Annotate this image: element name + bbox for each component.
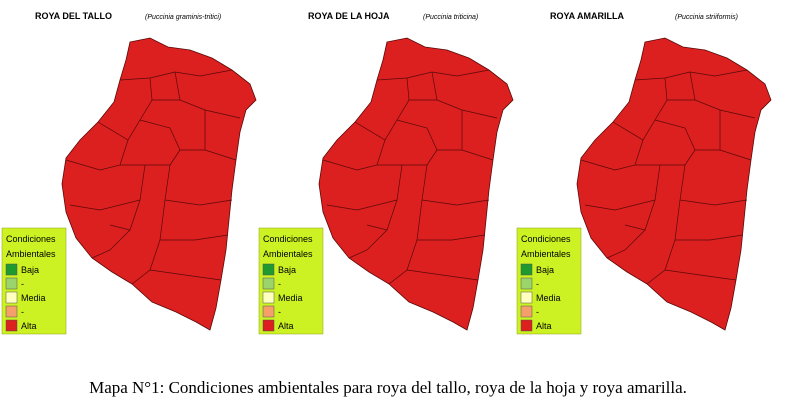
- department-border: [580, 139, 644, 171]
- legend: Condiciones Ambientales Baja - Media - Alta: [1, 227, 67, 335]
- department-border: [109, 224, 131, 231]
- legend-swatch: [520, 305, 533, 318]
- legend: Condiciones Ambientales Baja - Media - Alta: [516, 227, 582, 335]
- map-title: ROYA AMARILLA: [550, 11, 625, 21]
- department-border: [65, 139, 129, 171]
- legend-swatch: [262, 263, 275, 276]
- department-border: [624, 224, 646, 231]
- caption: Mapa N°1: Condiciones ambientales para r…: [89, 378, 687, 397]
- department-border: [160, 234, 229, 241]
- map-title: ROYA DEL TALLO: [35, 11, 112, 21]
- legend-label: -: [21, 307, 24, 317]
- department-border: [679, 199, 748, 206]
- department-border: [421, 199, 490, 206]
- department-border: [322, 139, 386, 171]
- legend-swatch: [5, 305, 18, 318]
- department-border: [164, 199, 233, 206]
- department-border: [69, 199, 141, 211]
- legend-swatch: [520, 263, 533, 276]
- legend-label: Media: [536, 293, 561, 303]
- map-panel: Condiciones Ambientales Baja - Media - Alta: [516, 37, 772, 335]
- department-border: [174, 71, 241, 119]
- legend-swatch: [5, 319, 18, 332]
- map-panel: Condiciones Ambientales Baja - Media - Alta: [1, 37, 257, 335]
- map-subtitle: (Puccinia graminis-tritici): [145, 14, 221, 21]
- legend-title: Condiciones: [521, 234, 571, 244]
- legend-label: Baja: [21, 265, 39, 275]
- department-border: [664, 269, 737, 281]
- legend-swatch: [262, 305, 275, 318]
- legend-swatch: [262, 277, 275, 290]
- legend: Condiciones Ambientales Baja - Media - Alta: [258, 227, 324, 335]
- department-border: [406, 269, 479, 281]
- legend-label: -: [21, 279, 24, 289]
- province: [61, 37, 257, 331]
- map-panel: Condiciones Ambientales Baja - Media - Alta: [258, 37, 514, 335]
- legend-label: Alta: [21, 321, 37, 331]
- legend-swatch: [5, 291, 18, 304]
- department-border: [417, 234, 486, 241]
- legend-swatch: [520, 291, 533, 304]
- legend-label: Alta: [536, 321, 552, 331]
- department-border: [377, 149, 438, 166]
- province: [318, 37, 514, 331]
- legend-title: Ambientales: [6, 249, 56, 259]
- legend-title: Condiciones: [6, 234, 56, 244]
- legend-label: Baja: [536, 265, 554, 275]
- map-title: ROYA DE LA HOJA: [308, 11, 390, 21]
- department-border: [431, 71, 498, 119]
- map-subtitle: (Puccinia striiformis): [675, 14, 738, 21]
- legend-swatch: [262, 291, 275, 304]
- legend-swatch: [5, 263, 18, 276]
- legend-label: Media: [21, 293, 46, 303]
- province: [576, 37, 772, 331]
- department-border: [366, 224, 388, 231]
- department-border: [689, 71, 756, 119]
- legend-label: -: [536, 279, 539, 289]
- department-border: [326, 199, 398, 211]
- legend-label: -: [536, 307, 539, 317]
- department-border: [675, 234, 744, 241]
- department-border: [635, 149, 696, 166]
- department-border: [584, 199, 656, 211]
- legend-title: Ambientales: [263, 249, 313, 259]
- legend-swatch: [520, 277, 533, 290]
- legend-title: Condiciones: [263, 234, 313, 244]
- legend-label: -: [278, 279, 281, 289]
- legend-swatch: [5, 277, 18, 290]
- legend-label: Baja: [278, 265, 296, 275]
- department-border: [149, 269, 222, 281]
- legend-swatch: [262, 319, 275, 332]
- legend-swatch: [520, 319, 533, 332]
- department-border: [120, 149, 181, 166]
- legend-label: Alta: [278, 321, 294, 331]
- legend-label: -: [278, 307, 281, 317]
- legend-label: Media: [278, 293, 303, 303]
- map-subtitle: (Puccinia triticina): [423, 14, 478, 21]
- legend-title: Ambientales: [521, 249, 571, 259]
